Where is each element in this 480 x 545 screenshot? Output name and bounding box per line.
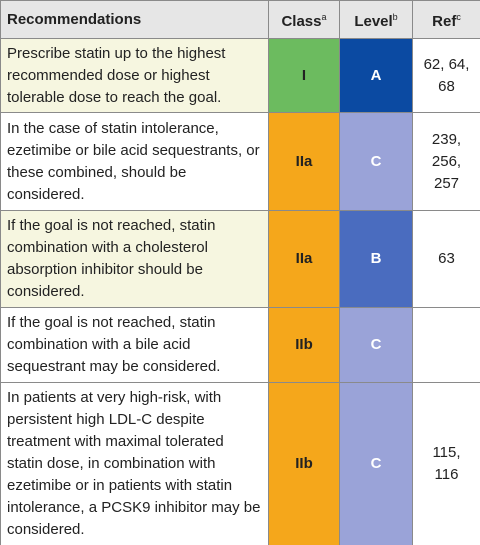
header-label: Class [281,13,322,30]
header-cell: Levelb [339,0,413,39]
ref-cell: 239, 256, 257 [412,112,480,211]
table-body: Prescribe statin up to the highest recom… [0,38,480,545]
header-label: Ref [432,13,457,30]
level-cell: B [339,210,413,308]
class-cell: IIb [268,307,340,383]
recommendation-cell: Prescribe statin up to the highest recom… [0,38,269,113]
recommendation-cell: In the case of statin intolerance, ezeti… [0,112,269,211]
recommendation-cell: If the goal is not reached, statin combi… [0,307,269,383]
level-cell: A [339,38,413,113]
class-cell: IIb [268,382,340,545]
class-cell: IIa [268,210,340,308]
ref-cell: 63 [412,210,480,308]
ref-cell: 115, 116 [412,382,480,545]
level-cell: C [339,307,413,383]
header-label: Level [354,13,393,30]
header-cell: Refc [412,0,480,39]
level-cell: C [339,382,413,545]
footnote-mark: a [321,12,327,22]
ref-cell: 62, 64, 68 [412,38,480,113]
table-row: If the goal is not reached, statin combi… [0,210,480,308]
table-row: In the case of statin intolerance, ezeti… [0,112,480,211]
header-cell: Recommendations [0,0,269,39]
class-cell: IIa [268,112,340,211]
table-row: If the goal is not reached, statin combi… [0,307,480,383]
level-cell: C [339,112,413,211]
table-row: Prescribe statin up to the highest recom… [0,38,480,113]
header-row: Recommendations Classa Levelb Refc [0,0,480,39]
ref-cell [412,307,480,383]
table-row: In patients at very high-risk, with pers… [0,382,480,545]
class-cell: I [268,38,340,113]
footnote-mark: b [392,12,398,22]
recommendation-cell: In patients at very high-risk, with pers… [0,382,269,545]
recommendation-cell: If the goal is not reached, statin combi… [0,210,269,308]
footnote-mark: c [456,12,461,22]
header-cell: Classa [268,0,340,39]
